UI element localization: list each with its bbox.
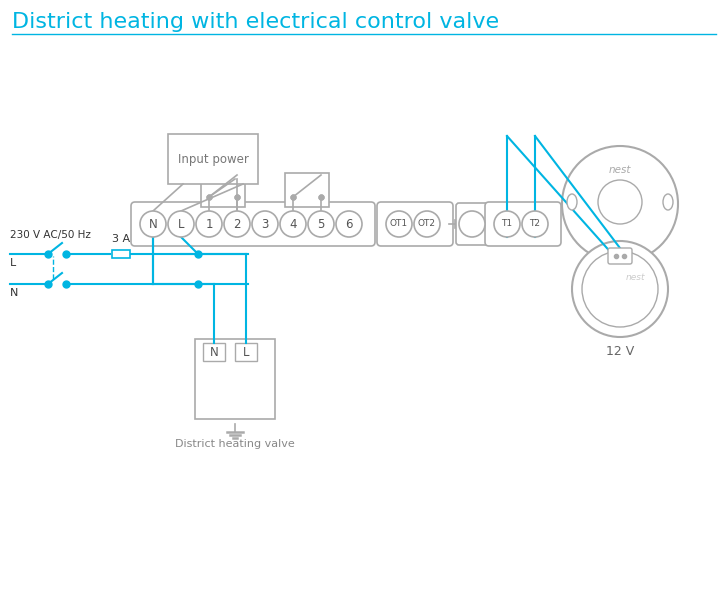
Text: L: L [242,346,249,359]
Text: N: N [10,288,18,298]
FancyBboxPatch shape [485,202,561,246]
Bar [203,343,225,361]
Text: nest: nest [625,273,645,282]
Text: 3 A: 3 A [112,234,130,244]
Text: 12 V: 12 V [606,345,634,358]
Bar [235,343,257,361]
Text: N: N [210,346,218,359]
Text: T2: T2 [529,220,540,229]
Circle shape [168,211,194,237]
Circle shape [598,180,642,224]
Text: L: L [10,258,16,268]
Text: 5: 5 [317,217,325,230]
Text: nest: nest [609,165,631,175]
Circle shape [224,211,250,237]
FancyBboxPatch shape [131,202,375,246]
Text: 6: 6 [345,217,353,230]
Circle shape [494,211,520,237]
Circle shape [522,211,548,237]
Circle shape [386,211,412,237]
Bar [201,173,245,207]
Circle shape [459,211,485,237]
Text: 4: 4 [289,217,297,230]
Text: T1: T1 [502,220,513,229]
Circle shape [140,211,166,237]
Text: N: N [149,217,157,230]
Text: 3: 3 [261,217,269,230]
Circle shape [562,146,678,262]
Circle shape [280,211,306,237]
Text: 2: 2 [233,217,241,230]
Bar [112,250,130,258]
Text: 1: 1 [205,217,213,230]
Circle shape [572,241,668,337]
Circle shape [336,211,362,237]
Text: District heating valve: District heating valve [175,439,295,449]
Circle shape [196,211,222,237]
Circle shape [308,211,334,237]
Circle shape [582,251,658,327]
FancyBboxPatch shape [456,203,498,245]
Ellipse shape [567,194,577,210]
Text: District heating with electrical control valve: District heating with electrical control… [12,12,499,32]
Text: OT2: OT2 [418,220,436,229]
Bar [195,339,275,419]
FancyBboxPatch shape [608,248,632,264]
Circle shape [252,211,278,237]
Text: OT1: OT1 [390,220,408,229]
Text: 230 V AC/50 Hz: 230 V AC/50 Hz [10,230,91,240]
Circle shape [414,211,440,237]
Text: L: L [178,217,184,230]
Text: Input power: Input power [178,153,248,166]
Bar [285,173,329,207]
FancyBboxPatch shape [377,202,453,246]
Ellipse shape [663,194,673,210]
Bar [168,134,258,184]
